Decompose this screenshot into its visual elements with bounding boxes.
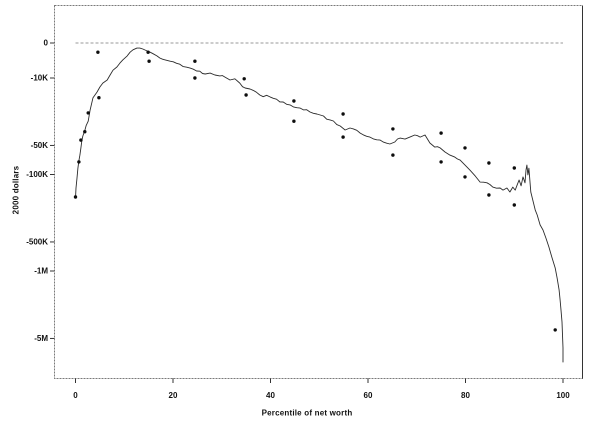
data-point-scatter-estimates xyxy=(146,50,150,54)
y-tick-label: -10K xyxy=(31,74,49,83)
x-tick-label: 80 xyxy=(461,391,470,400)
y-tick-label: -1M xyxy=(34,267,48,276)
data-point-scatter-estimates xyxy=(193,76,197,80)
data-point-scatter-estimates xyxy=(73,195,78,199)
data-point-scatter-estimates xyxy=(463,175,467,179)
y-tick-label: -100K xyxy=(26,170,48,179)
data-point-scatter-estimates xyxy=(439,131,443,135)
data-point-scatter-estimates xyxy=(439,160,443,164)
y-tick-label: -5M xyxy=(34,334,48,343)
data-point-scatter-estimates xyxy=(512,203,516,207)
data-point-scatter-estimates xyxy=(463,146,467,150)
y-tick-label: -50K xyxy=(31,141,49,150)
x-tick-label: 40 xyxy=(266,391,275,400)
data-point-scatter-estimates xyxy=(553,328,557,332)
data-point-scatter-estimates xyxy=(292,99,296,103)
y-axis-title: 2000 dollars xyxy=(11,165,21,215)
data-point-scatter-estimates xyxy=(244,93,248,97)
x-tick-label: 0 xyxy=(73,391,78,400)
data-point-scatter-estimates xyxy=(341,135,345,139)
data-point-scatter-estimates xyxy=(79,138,83,142)
x-tick-label: 20 xyxy=(169,391,178,400)
data-point-scatter-estimates xyxy=(292,119,296,123)
data-point-scatter-estimates xyxy=(391,127,395,131)
data-point-scatter-estimates xyxy=(242,77,246,81)
data-point-scatter-estimates xyxy=(487,161,491,165)
x-tick-label: 60 xyxy=(364,391,373,400)
x-axis-title: Percentile of net worth xyxy=(261,408,353,418)
series-smoothed-line xyxy=(75,47,564,363)
data-point-scatter-estimates xyxy=(96,50,100,54)
data-point-scatter-estimates xyxy=(391,153,395,157)
data-point-scatter-estimates xyxy=(97,96,101,100)
data-point-scatter-estimates xyxy=(341,112,345,116)
y-tick-label: -500K xyxy=(26,237,48,246)
plot-frame xyxy=(54,5,583,379)
data-point-scatter-estimates xyxy=(487,193,491,197)
data-point-scatter-estimates xyxy=(193,59,197,63)
data-point-scatter-estimates xyxy=(147,59,151,63)
data-point-scatter-estimates xyxy=(77,160,81,164)
data-point-scatter-estimates xyxy=(512,166,516,170)
data-point-scatter-estimates xyxy=(83,130,87,134)
y-tick-label: 0 xyxy=(44,39,49,48)
data-point-scatter-estimates xyxy=(86,111,90,115)
x-tick-label: 100 xyxy=(556,391,570,400)
